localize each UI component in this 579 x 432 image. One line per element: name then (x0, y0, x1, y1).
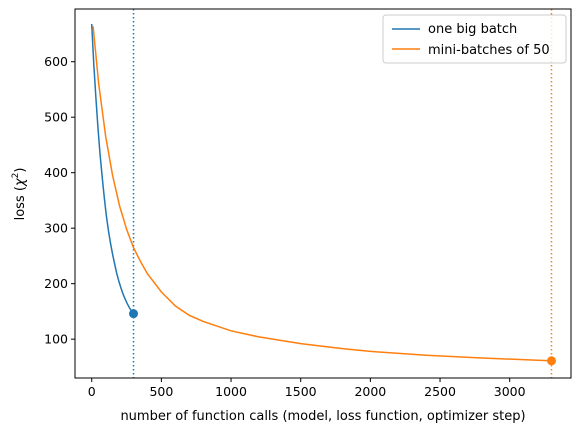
y-tick-label-600: 600 (44, 54, 68, 69)
axes (74, 8, 572, 379)
legend-label-one-big-batch: one big batch (428, 22, 517, 37)
x-tick-label-0: 0 (88, 384, 96, 399)
legend-box (382, 14, 567, 64)
series-0-end-marker (129, 309, 139, 319)
x-tick-label-2000: 2000 (354, 384, 386, 399)
y-axis-label: loss (χ2) (11, 168, 28, 221)
ticks: 0 500 1000 1500 2000 2500 3000 100 200 300 400 500 6… (44, 54, 526, 399)
series-1-end-marker (546, 356, 556, 366)
y-tick-label-300: 300 (44, 221, 68, 236)
axes-frame (74, 8, 572, 379)
x-axis-label: number of function calls (model, loss fu… (120, 409, 525, 424)
x-tick-label-1000: 1000 (215, 384, 247, 399)
y-tick-label-200: 200 (44, 276, 68, 291)
x-tick-label-1500: 1500 (285, 384, 317, 399)
series-0-line (90, 23, 135, 315)
y-tick-label-500: 500 (44, 110, 68, 125)
legend: one big batch mini-batches of 50 (382, 14, 567, 64)
series-1-line (92, 26, 552, 362)
x-tick-label-2500: 2500 (424, 384, 456, 399)
y-tick-label-100: 100 (44, 332, 68, 347)
y-tick-label-400: 400 (44, 165, 68, 180)
x-tick-label-3000: 3000 (494, 384, 526, 399)
legend-label-mini-batches: mini-batches of 50 (428, 43, 550, 58)
plot-area (90, 9, 556, 378)
x-tick-label-500: 500 (149, 384, 173, 399)
